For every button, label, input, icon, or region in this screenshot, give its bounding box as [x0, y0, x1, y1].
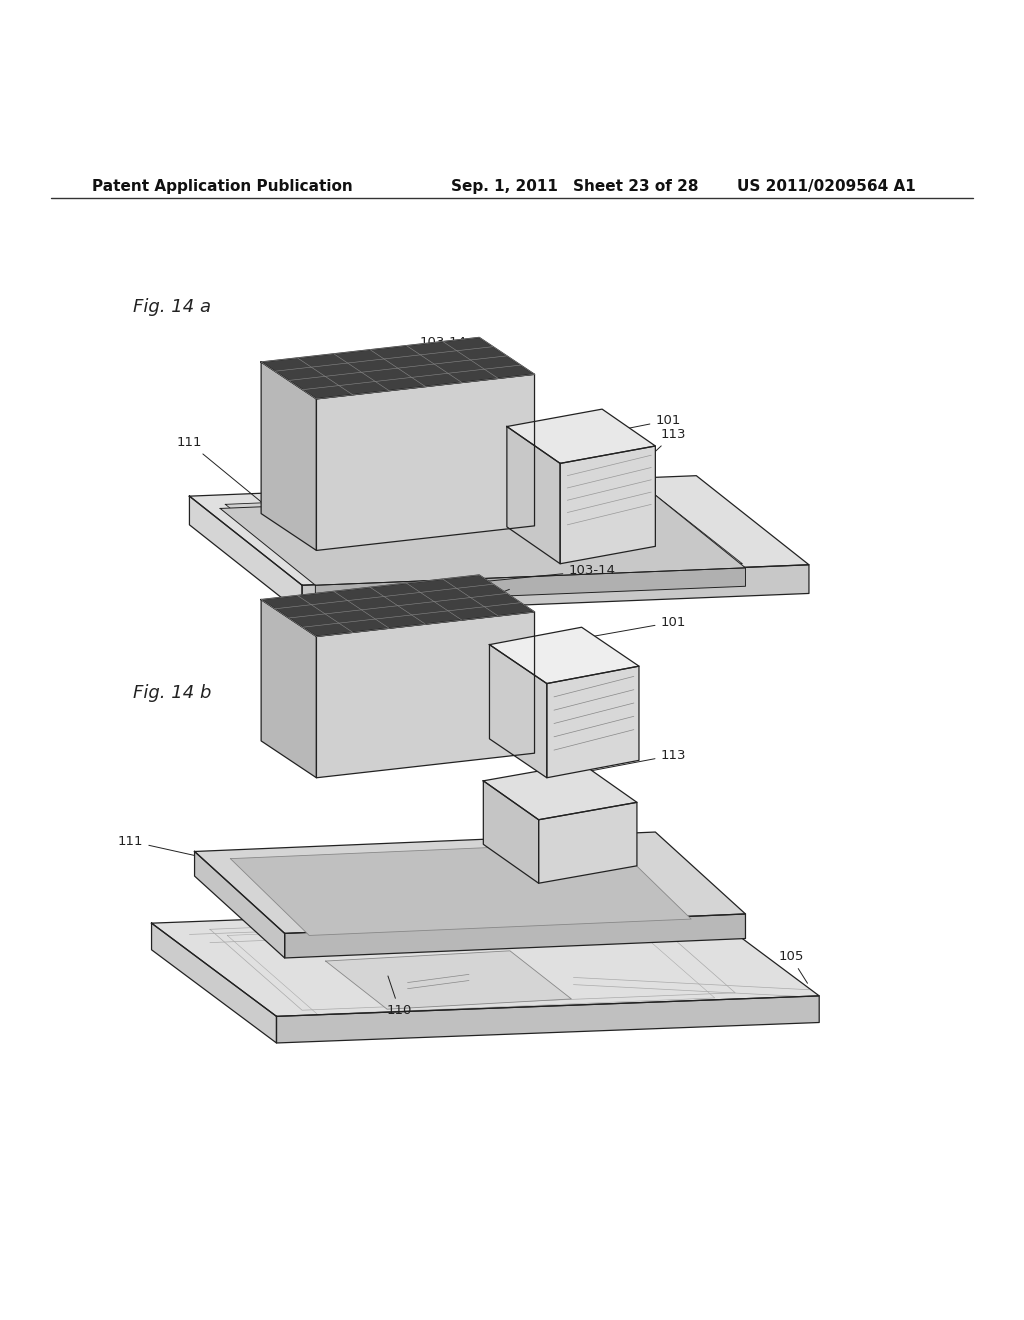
- Polygon shape: [189, 475, 809, 585]
- Polygon shape: [560, 446, 655, 564]
- Polygon shape: [195, 851, 285, 958]
- Polygon shape: [261, 338, 535, 399]
- Polygon shape: [302, 565, 809, 614]
- Text: US 2011/0209564 A1: US 2011/0209564 A1: [737, 180, 916, 194]
- Polygon shape: [220, 491, 745, 585]
- Text: 105: 105: [433, 589, 509, 622]
- Polygon shape: [483, 763, 637, 820]
- Text: 113: 113: [563, 428, 686, 537]
- Polygon shape: [195, 832, 745, 933]
- Polygon shape: [316, 612, 535, 777]
- Polygon shape: [539, 803, 637, 883]
- Polygon shape: [225, 487, 742, 581]
- Text: Sep. 1, 2011: Sep. 1, 2011: [451, 180, 557, 194]
- Text: Fig. 14 b: Fig. 14 b: [133, 684, 212, 702]
- Text: Sheet 23 of 28: Sheet 23 of 28: [573, 180, 699, 194]
- Text: 103-14: 103-14: [382, 337, 467, 359]
- Polygon shape: [507, 426, 560, 564]
- Text: Patent Application Publication: Patent Application Publication: [92, 180, 353, 194]
- Text: 113: 113: [590, 748, 686, 771]
- Text: 110: 110: [387, 975, 412, 1016]
- Polygon shape: [261, 576, 535, 636]
- Polygon shape: [230, 842, 691, 936]
- Polygon shape: [507, 409, 655, 463]
- Polygon shape: [483, 781, 539, 883]
- Text: 101: 101: [590, 615, 686, 638]
- Text: 105: 105: [778, 950, 808, 983]
- Polygon shape: [547, 667, 639, 777]
- Text: 101: 101: [599, 414, 681, 434]
- Polygon shape: [326, 950, 571, 1010]
- Polygon shape: [261, 599, 316, 777]
- Text: 111: 111: [118, 834, 197, 855]
- Text: Fig. 14 a: Fig. 14 a: [133, 298, 211, 315]
- Polygon shape: [189, 496, 302, 614]
- Polygon shape: [489, 627, 639, 684]
- Polygon shape: [276, 995, 819, 1043]
- Polygon shape: [285, 913, 745, 958]
- Polygon shape: [489, 644, 547, 777]
- Polygon shape: [261, 362, 316, 550]
- Polygon shape: [152, 923, 276, 1043]
- Text: 103-14: 103-14: [408, 565, 615, 589]
- Text: 111: 111: [177, 437, 262, 503]
- Polygon shape: [315, 568, 745, 603]
- Polygon shape: [316, 375, 535, 550]
- Polygon shape: [152, 903, 819, 1016]
